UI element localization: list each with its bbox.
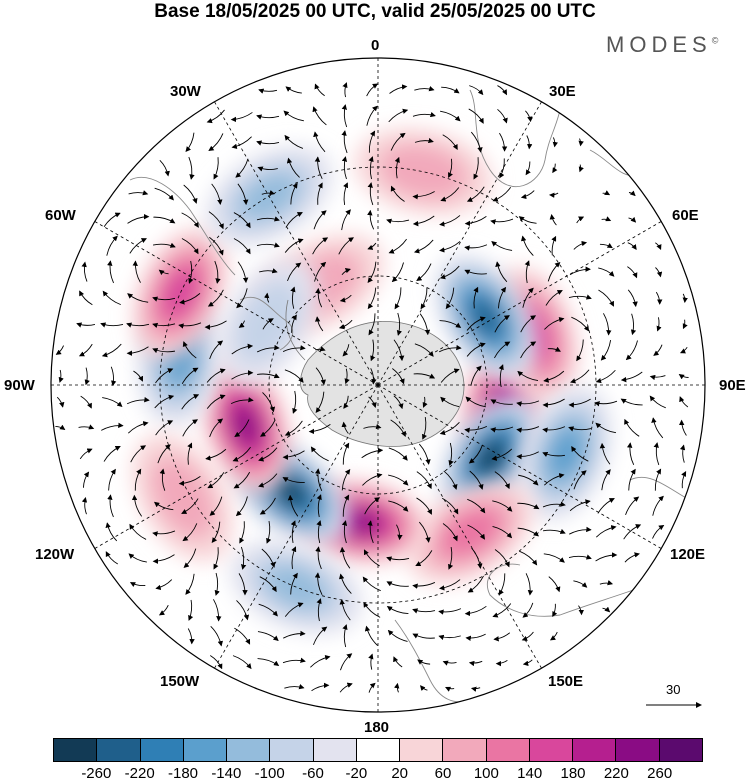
colorbar-swatch xyxy=(443,739,487,761)
colorbar-swatch xyxy=(486,739,530,761)
colorbar-swatch xyxy=(313,739,357,761)
label-lon-120e: 120E xyxy=(670,546,706,563)
colorbar-swatch xyxy=(54,739,98,761)
reference-vector xyxy=(646,702,702,708)
colorbar-swatch xyxy=(616,739,660,761)
label-lon-150e: 150E xyxy=(548,673,584,690)
colorbar-tick-label: -100 xyxy=(254,765,285,782)
wind-anomaly-vectors xyxy=(55,82,689,693)
map-title: Base 18/05/2025 00 UTC, valid 25/05/2025… xyxy=(154,1,596,22)
colorbar-swatch xyxy=(356,739,401,761)
label-lon-60w: 60W xyxy=(45,207,76,224)
negative-anomaly xyxy=(434,254,538,382)
negative-anomaly xyxy=(229,540,364,635)
positive-anomaly xyxy=(407,481,534,585)
colorbar-swatch xyxy=(573,739,617,761)
colorbar xyxy=(53,738,703,762)
colorbar-swatch xyxy=(270,739,314,761)
label-lon-30w: 30W xyxy=(170,83,201,100)
colorbar-tick-label: -140 xyxy=(211,765,242,782)
colorbar-swatch xyxy=(529,739,574,761)
colorbar-tick-label: 180 xyxy=(560,765,586,782)
label-lon-120w: 120W xyxy=(35,546,75,563)
colorbar-tick-label: 60 xyxy=(434,765,452,782)
colorbar-tick-label: 140 xyxy=(517,765,543,782)
label-lon-0: 0 xyxy=(371,37,380,54)
map-boundary xyxy=(50,57,706,713)
colorbar-tick-label: -260 xyxy=(81,765,112,782)
colorbar-swatch xyxy=(183,739,228,761)
label-lon-30e: 30E xyxy=(549,83,576,100)
colorbar-swatch xyxy=(400,739,444,761)
colorbar-tick-label: 260 xyxy=(647,765,673,782)
positive-anomaly xyxy=(354,128,493,216)
colorbar-tick-label: -60 xyxy=(302,765,324,782)
label-lon-180: 180 xyxy=(364,719,390,736)
colorbar-tick-label: -20 xyxy=(345,765,368,782)
colorbar-tick-label: -180 xyxy=(167,765,199,782)
label-lon-90w: 90W xyxy=(4,377,35,394)
reference-vector-label: 30 xyxy=(666,682,681,697)
colorbar-swatch xyxy=(227,739,271,761)
label-lon-60e: 60E xyxy=(672,207,699,224)
colorbar-tick-label: 100 xyxy=(473,765,499,782)
label-lon-150w: 150W xyxy=(160,673,200,690)
colorbar-tick-label: -220 xyxy=(124,765,155,782)
negative-anomaly xyxy=(519,386,612,521)
modes-logo: MODES© xyxy=(606,32,718,58)
colorbar-swatch xyxy=(140,739,184,761)
colorbar-tick-label: 20 xyxy=(391,765,408,782)
colorbar-tick-label: 220 xyxy=(603,765,629,782)
label-lon-90e: 90E xyxy=(719,377,746,394)
copyright-mark: © xyxy=(711,35,719,46)
modes-logo-text: MODES xyxy=(606,32,712,57)
colorbar-swatch xyxy=(659,739,702,761)
colorbar-swatch xyxy=(97,739,141,761)
